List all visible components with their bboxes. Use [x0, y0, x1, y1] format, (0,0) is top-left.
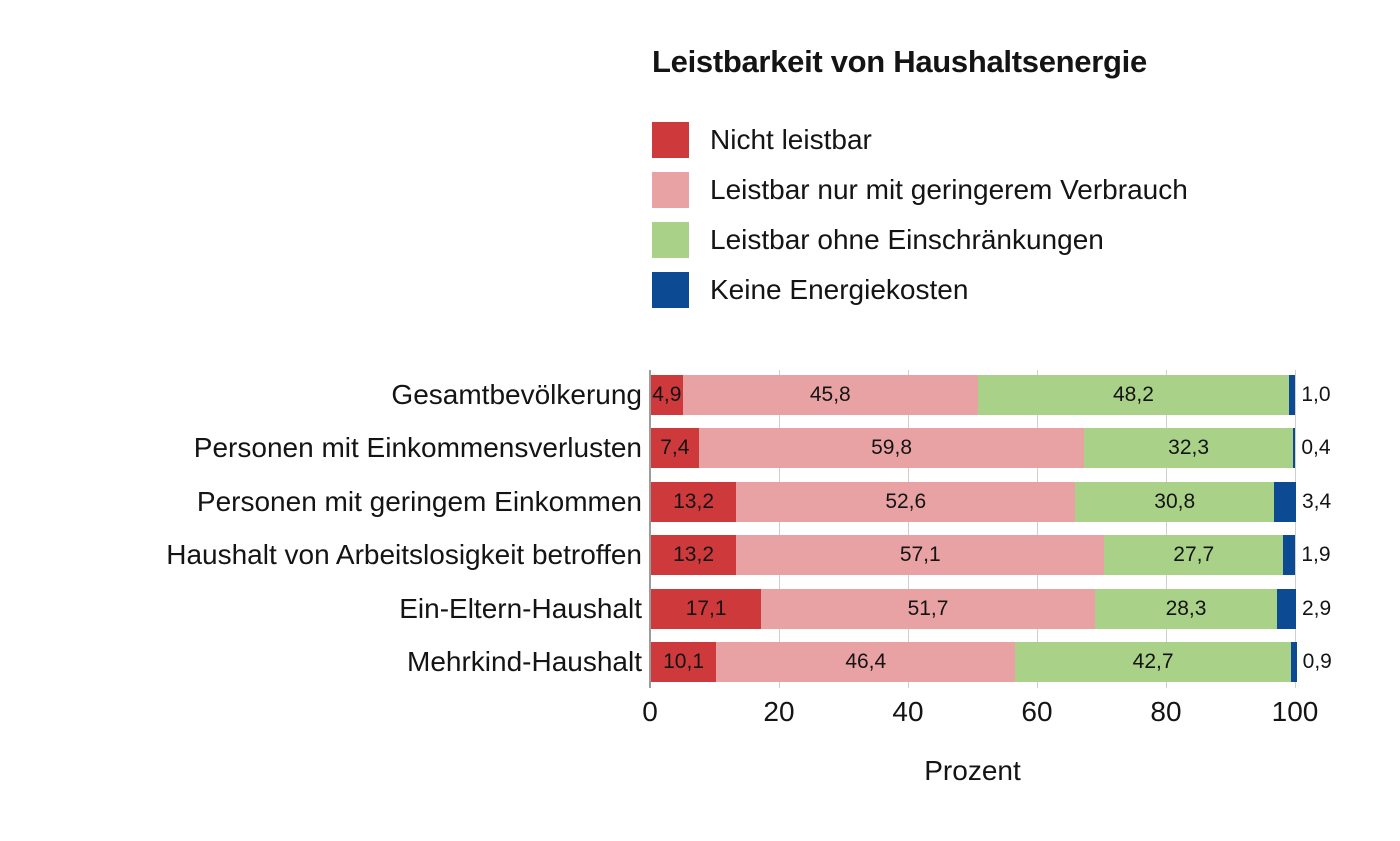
segment-value-label: 46,4	[845, 650, 887, 673]
bar-row: 10,1 46,4 42,7 0,9	[651, 642, 1332, 682]
plot-area: 4,9 45,8 48,2 1,0 7,4 59,8 32,3 0,4 13,2 52,6 30,8…	[649, 370, 1332, 688]
bar-row: 17,1 51,7 28,3 2,9	[651, 588, 1331, 629]
legend-label: Leistbar ohne Einschränkungen	[710, 224, 1104, 255]
segment-value-label: 30,8	[1154, 489, 1196, 513]
bar-segment-keine-energiekosten	[1290, 642, 1297, 682]
segment-value-label: 57,1	[899, 543, 941, 567]
bar-segment-keine-energiekosten	[1288, 375, 1296, 415]
x-tick-label: 100	[1271, 696, 1319, 727]
x-tick-label: 80	[1150, 696, 1182, 727]
bar-segment-geringerer-verbrauch: 46,4	[716, 642, 1016, 682]
segment-value-label-outside: 1,9	[1301, 543, 1331, 567]
bar-segment-ohne-einschraenkungen: 27,7	[1104, 535, 1284, 576]
legend-swatch-nicht-leistbar	[652, 122, 689, 158]
segment-value-label: 27,7	[1173, 543, 1215, 567]
x-tick-label: 20	[763, 696, 795, 727]
segment-value-label-outside: 1,0	[1301, 383, 1331, 406]
segment-value-label-outside: 0,9	[1302, 650, 1332, 673]
segment-value-label: 4,9	[652, 383, 682, 406]
gridline	[779, 370, 780, 688]
segment-value-label: 10,1	[663, 650, 704, 673]
bar-segment-nicht-leistbar: 4,9	[651, 375, 683, 415]
bar-segment-ohne-einschraenkungen: 28,3	[1094, 588, 1278, 629]
bar-segment-geringerer-verbrauch: 51,7	[761, 588, 1095, 629]
bar-row: 13,2 52,6 30,8 3,4	[651, 481, 1331, 522]
legend: Nicht leistbar Leistbar nur mit geringer…	[652, 122, 1188, 322]
bar-segment-geringerer-verbrauch: 45,8	[682, 375, 978, 415]
gridline	[1037, 370, 1038, 688]
x-tick-label: 40	[892, 696, 924, 727]
bar-row: 13,2 57,1 27,7 1,9	[651, 535, 1331, 576]
segment-value-label: 48,2	[1113, 383, 1154, 406]
bar-segment-geringerer-verbrauch: 57,1	[736, 535, 1105, 576]
legend-swatch-ohne-einschraenkungen	[652, 222, 689, 258]
segment-value-label: 45,8	[809, 383, 851, 406]
legend-label: Nicht leistbar	[710, 124, 872, 155]
segment-value-label-outside: 3,4	[1302, 489, 1332, 513]
bar-segment-nicht-leistbar: 7,4	[651, 428, 699, 469]
legend-swatch-keine-energiekosten	[652, 272, 689, 308]
category-label: Gesamtbevölkerung	[391, 379, 642, 410]
legend-swatch-geringerer-verbrauch	[652, 172, 689, 208]
segment-value-label: 32,3	[1168, 436, 1210, 460]
bar-segment-keine-energiekosten	[1283, 535, 1296, 576]
bar-row: 4,9 45,8 48,2 1,0	[651, 375, 1331, 415]
bar-segment-keine-energiekosten	[1292, 428, 1296, 469]
legend-label: Keine Energiekosten	[710, 274, 969, 305]
gridline	[1166, 370, 1167, 688]
bar-segment-ohne-einschraenkungen: 30,8	[1075, 481, 1275, 522]
segment-value-label-outside: 0,4	[1301, 436, 1331, 460]
x-axis-label: Prozent	[924, 755, 1021, 786]
segment-value-label: 52,6	[885, 489, 927, 513]
segment-value-label: 42,7	[1132, 650, 1174, 673]
bar-segment-ohne-einschraenkungen: 42,7	[1015, 642, 1291, 682]
bar-segment-nicht-leistbar: 17,1	[651, 588, 762, 629]
category-label: Haushalt von Arbeitslosigkeit betroffen	[166, 539, 642, 570]
segment-value-label: 51,7	[907, 596, 949, 620]
x-axis-ticks: 0 20 40 60 80 100	[642, 696, 1318, 728]
bar-segment-nicht-leistbar: 13,2	[651, 535, 737, 576]
category-label: Personen mit Einkommensverlusten	[193, 432, 642, 463]
legend-item: Keine Energiekosten	[652, 272, 1188, 308]
bar-segment-geringerer-verbrauch: 52,6	[736, 481, 1076, 522]
chart-title: Leistbarkeit von Haushaltsenergie	[652, 44, 1147, 79]
segment-value-label: 13,2	[673, 489, 714, 513]
category-axis: Gesamtbevölkerung Personen mit Einkommen…	[0, 370, 642, 688]
segment-value-label: 7,4	[660, 436, 690, 460]
legend-item: Nicht leistbar	[652, 122, 1188, 158]
bar-segment-ohne-einschraenkungen: 48,2	[978, 375, 1289, 415]
category-label: Personen mit geringem Einkommen	[196, 486, 642, 517]
gridline	[908, 370, 909, 688]
segment-value-label: 59,8	[871, 436, 912, 460]
segment-value-label: 13,2	[673, 543, 714, 567]
bar-row: 7,4 59,8 32,3 0,4	[651, 428, 1331, 469]
bar-segment-ohne-einschraenkungen: 32,3	[1084, 428, 1293, 469]
legend-item: Leistbar ohne Einschränkungen	[652, 222, 1188, 258]
gridline	[1295, 370, 1296, 688]
bar-segment-nicht-leistbar: 13,2	[651, 481, 737, 522]
bar-segment-keine-energiekosten	[1277, 588, 1296, 629]
legend-item: Leistbar nur mit geringerem Verbrauch	[652, 172, 1188, 208]
segment-value-label: 17,1	[685, 596, 727, 620]
segment-value-label-outside: 2,9	[1302, 596, 1332, 620]
x-tick-label: 0	[642, 696, 658, 727]
bar-segment-keine-energiekosten	[1274, 481, 1296, 522]
bar-segment-geringerer-verbrauch: 59,8	[698, 428, 1085, 469]
category-label: Ein-Eltern-Haushalt	[399, 593, 642, 624]
legend-label: Leistbar nur mit geringerem Verbrauch	[710, 174, 1188, 205]
bar-segment-nicht-leistbar: 10,1	[651, 642, 717, 682]
segment-value-label: 28,3	[1165, 596, 1207, 620]
category-label: Mehrkind-Haushalt	[407, 646, 642, 677]
y-axis-spine	[649, 370, 651, 688]
x-tick-label: 60	[1021, 696, 1053, 727]
